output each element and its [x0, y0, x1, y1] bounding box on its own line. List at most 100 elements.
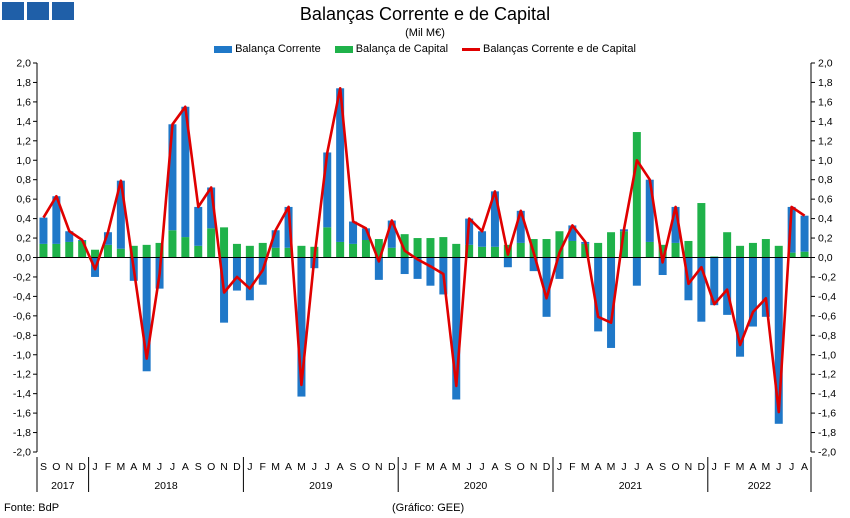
- x-tick-label: M: [297, 461, 306, 473]
- bar-capital: [787, 252, 796, 258]
- brand-logo: [2, 2, 74, 20]
- bar-capital: [52, 243, 61, 258]
- x-tick-label: J: [312, 461, 317, 473]
- y-tick-label: 1,4: [16, 116, 31, 128]
- source-note: Fonte: BdP: [4, 502, 60, 514]
- bar-current: [52, 196, 61, 244]
- bar-current: [400, 257, 409, 275]
- bar-current: [297, 257, 306, 397]
- bar-current: [413, 257, 422, 279]
- x-tick-label: A: [801, 461, 808, 473]
- y-tick-label: 1,8: [16, 77, 31, 89]
- bar-capital: [658, 244, 667, 258]
- bar-capital: [142, 244, 151, 258]
- bar-current: [529, 257, 538, 272]
- x-tick-label: M: [581, 461, 590, 473]
- bar-current: [452, 257, 461, 400]
- x-tick-label: D: [78, 461, 86, 473]
- bar-capital: [65, 241, 74, 258]
- bar-capital: [271, 247, 280, 258]
- year-label: 2017: [51, 480, 75, 492]
- legend-swatch-total: [462, 47, 481, 51]
- x-tick-label: S: [195, 461, 202, 473]
- x-tick-label: M: [271, 461, 280, 473]
- bar-capital: [748, 242, 757, 258]
- bar-current: [800, 215, 809, 252]
- bar-current: [387, 220, 396, 248]
- y-tick-label: -0,4: [13, 291, 31, 303]
- logo-square: [2, 2, 24, 20]
- bar-current: [39, 217, 48, 244]
- bar-current: [594, 257, 603, 332]
- x-tick-label: J: [92, 461, 97, 473]
- y-tick-label: 1,2: [16, 135, 31, 147]
- bar-current: [736, 257, 745, 357]
- bar-capital: [671, 242, 680, 258]
- bar-capital: [232, 243, 241, 258]
- bar-current: [478, 231, 487, 247]
- bar-capital: [284, 247, 293, 258]
- y-tick-label-right: 2,0: [818, 58, 833, 70]
- bar-capital: [723, 232, 732, 258]
- logo-square: [52, 2, 74, 20]
- x-tick-label: A: [491, 461, 498, 473]
- y-tick-label: -0,8: [13, 330, 31, 342]
- legend-swatch-current: [214, 45, 233, 53]
- x-tick-label: S: [40, 461, 47, 473]
- bar-capital: [452, 243, 461, 258]
- bar-current: [761, 257, 770, 317]
- x-tick-label: J: [479, 461, 484, 473]
- bar-capital: [555, 231, 564, 258]
- chart-legend: Balança Corrente Balança de Capital Bala…: [0, 43, 850, 55]
- x-tick-label: F: [260, 461, 266, 473]
- bar-current: [142, 257, 151, 372]
- y-tick-label-right: 0,6: [818, 194, 833, 206]
- y-tick-label-right: -1,8: [818, 427, 836, 439]
- x-tick-label: D: [233, 461, 241, 473]
- bar-current: [65, 231, 74, 242]
- bar-capital: [116, 248, 125, 258]
- y-tick-label: 0,8: [16, 174, 31, 186]
- bar-capital: [542, 239, 551, 258]
- bar-capital: [181, 237, 190, 258]
- bar-current: [245, 257, 254, 301]
- y-tick-label: 0,6: [16, 194, 31, 206]
- bar-current: [774, 257, 783, 424]
- y-tick-label-right: -0,4: [818, 291, 836, 303]
- x-tick-label: A: [130, 461, 137, 473]
- y-tick-label-right: -1,4: [818, 388, 836, 400]
- bar-capital: [413, 238, 422, 258]
- y-tick-label-right: -0,2: [818, 271, 836, 283]
- legend-label-total: Balanças Corrente e de Capital: [483, 43, 636, 55]
- bar-current: [568, 225, 577, 241]
- y-tick-label-right: 1,4: [818, 116, 833, 128]
- bar-current: [349, 221, 358, 244]
- bar-current: [103, 232, 112, 245]
- y-tick-label: 0,0: [16, 252, 31, 264]
- bar-capital: [761, 239, 770, 258]
- x-tick-label: F: [414, 461, 420, 473]
- y-tick-label: -1,8: [13, 427, 31, 439]
- bar-capital: [297, 245, 306, 258]
- bar-current: [748, 257, 757, 327]
- x-tick-label: A: [749, 461, 756, 473]
- year-label: 2018: [154, 480, 178, 492]
- bar-capital: [155, 242, 164, 258]
- x-tick-label: N: [375, 461, 383, 473]
- legend-label-current: Balança Corrente: [235, 43, 321, 55]
- y-tick-label: -2,0: [13, 447, 31, 459]
- x-tick-label: N: [220, 461, 228, 473]
- x-tick-label: J: [712, 461, 717, 473]
- x-tick-label: O: [671, 461, 679, 473]
- bar-current: [787, 206, 796, 253]
- bar-capital: [194, 245, 203, 258]
- x-tick-label: O: [207, 461, 215, 473]
- bar-capital: [800, 251, 809, 258]
- legend-swatch-capital: [334, 45, 353, 53]
- bar-capital: [568, 240, 577, 258]
- y-tick-label: 0,2: [16, 233, 31, 245]
- bar-current: [710, 257, 719, 306]
- bar-current: [271, 230, 280, 248]
- x-tick-label: A: [285, 461, 292, 473]
- bar-capital: [478, 246, 487, 258]
